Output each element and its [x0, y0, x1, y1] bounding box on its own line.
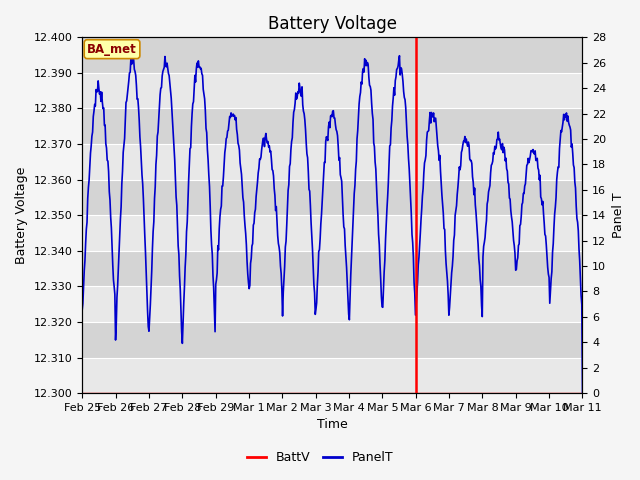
Bar — [82, 251, 582, 287]
BattV — [408, 390, 415, 396]
PanelT — [139, 181, 147, 187]
Bar — [82, 287, 582, 322]
Title: Battery Voltage: Battery Voltage — [268, 15, 397, 33]
PanelT — [189, 99, 197, 105]
Bar — [82, 215, 582, 251]
PanelT — [87, 143, 95, 149]
BattV — [139, 390, 147, 396]
BattV — [393, 390, 401, 396]
Y-axis label: Battery Voltage: Battery Voltage — [15, 167, 28, 264]
X-axis label: Time: Time — [317, 419, 348, 432]
PanelT — [78, 308, 86, 313]
Bar — [82, 322, 582, 358]
Bar — [82, 108, 582, 144]
BattV — [78, 390, 86, 396]
BattV — [87, 390, 95, 396]
Y-axis label: Panel T: Panel T — [612, 192, 625, 238]
Legend: BattV, PanelT: BattV, PanelT — [242, 446, 398, 469]
PanelT — [579, 390, 586, 396]
BattV — [189, 390, 197, 396]
PanelT — [393, 66, 401, 72]
Line: PanelT: PanelT — [82, 56, 582, 393]
BattV — [579, 390, 586, 396]
PanelT — [396, 53, 403, 59]
Bar — [82, 180, 582, 215]
Bar — [82, 358, 582, 393]
Text: BA_met: BA_met — [87, 43, 137, 56]
Bar — [82, 73, 582, 108]
PanelT — [408, 231, 416, 237]
Bar — [82, 37, 582, 73]
PanelT — [216, 214, 224, 220]
Bar — [82, 144, 582, 180]
BattV — [216, 390, 224, 396]
